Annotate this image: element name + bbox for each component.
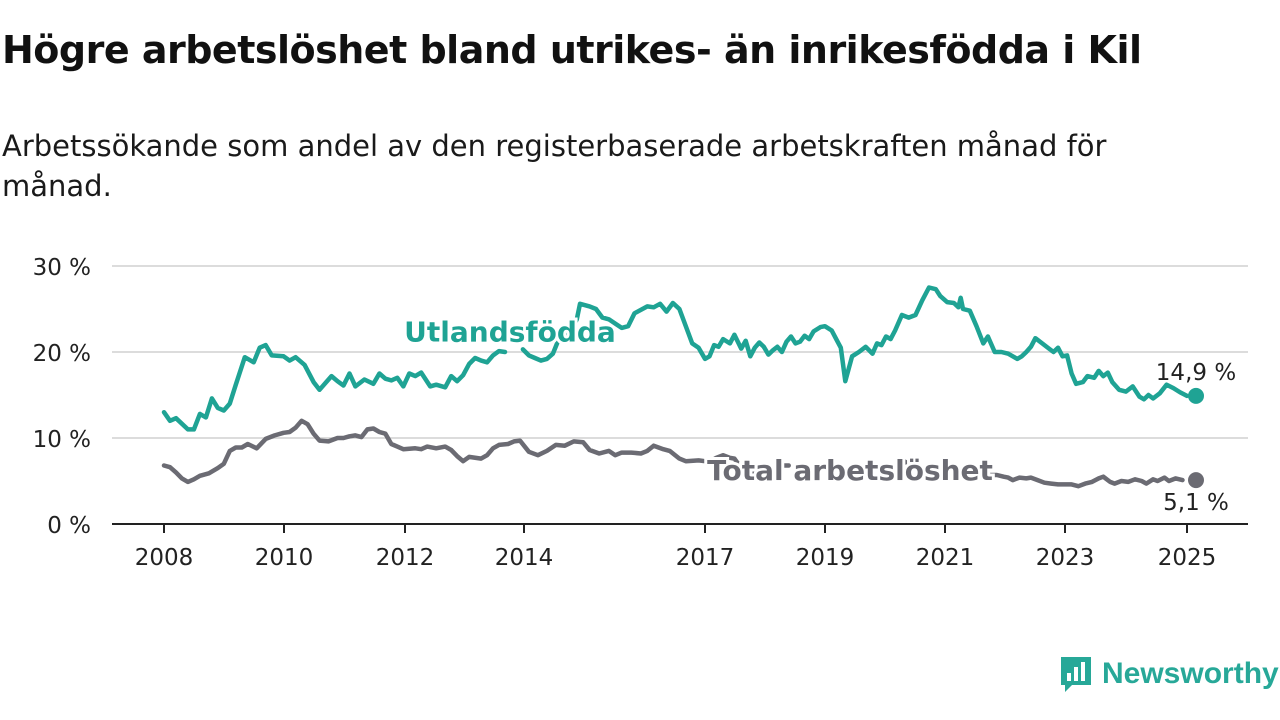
brand: Newsworthy — [1058, 654, 1279, 694]
x-tick-label: 2025 — [1158, 545, 1217, 571]
line-chart: 0 % 10 % 20 % 30 % 2008 2010 2012 2014 2017 2019… — [33, 255, 1248, 571]
newsworthy-logo-icon — [1061, 657, 1091, 692]
brand-name: Newsworthy — [1102, 657, 1279, 690]
x-tick-label: 2014 — [495, 545, 554, 571]
series-name-label: Total arbetslöshet — [707, 454, 993, 487]
page-subtitle: Arbetssökande som andel av den registerb… — [2, 129, 1107, 203]
series-end-label: 5,1 % — [1163, 490, 1229, 516]
grid-lines — [112, 265, 1248, 439]
x-tick-label: 2021 — [916, 545, 975, 571]
x-tick-label: 2010 — [255, 545, 314, 571]
x-tick-label: 2012 — [376, 545, 435, 571]
series-end-label: 14,9 % — [1156, 360, 1236, 386]
series-name-label: Utlandsfödda — [404, 316, 616, 349]
y-tick-label: 20 % — [33, 341, 91, 367]
x-tick-label: 2017 — [676, 545, 735, 571]
y-tick-label: 10 % — [33, 427, 91, 453]
series-end-point — [1188, 387, 1204, 404]
x-tick-label: 2019 — [796, 545, 855, 571]
y-tick-label: 30 % — [33, 255, 91, 281]
series-end-point — [1188, 472, 1204, 489]
series-labels: 14,9 % Utlandsfödda 5,1 % Total arbetslöshe… — [401, 313, 1236, 516]
series-lines — [161, 285, 1204, 489]
x-tick-label: 2023 — [1036, 545, 1095, 571]
series-line-utlandsfodda — [161, 285, 1190, 432]
y-tick-label: 0 % — [47, 513, 91, 539]
y-axis: 0 % 10 % 20 % 30 % — [33, 255, 91, 539]
series-line-total — [161, 418, 1185, 489]
page-title: Högre arbetslöshet bland utrikes- än inr… — [2, 28, 1142, 72]
x-tick-label: 2008 — [135, 545, 194, 571]
x-axis: 2008 2010 2012 2014 2017 2019 2021 2023 2025 — [112, 523, 1248, 571]
